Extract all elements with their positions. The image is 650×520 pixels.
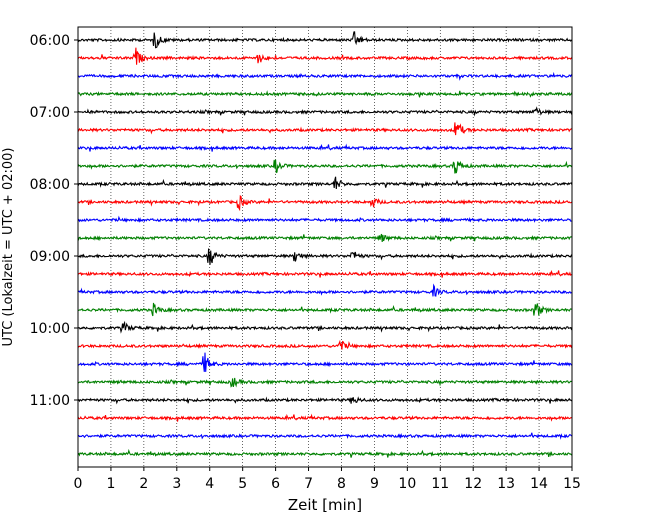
- x-tick-label: 3: [172, 476, 181, 492]
- x-tick-label: 11: [431, 476, 449, 492]
- x-tick-label: 13: [497, 476, 515, 492]
- seismic-trace: [77, 106, 573, 117]
- y-tick-label: 07:00: [30, 105, 70, 121]
- y-tick-label: 06:00: [30, 33, 70, 49]
- seismic-trace: [77, 143, 573, 152]
- trace-group: [77, 31, 573, 458]
- seismic-trace: [77, 194, 573, 212]
- seismic-trace: [77, 159, 573, 174]
- vertical-grid-lines: [110, 27, 540, 467]
- x-tick-label: 6: [271, 476, 280, 492]
- x-tick-label: 0: [74, 476, 83, 492]
- seismic-trace: [77, 339, 573, 350]
- seismic-trace: [77, 122, 573, 136]
- y-tick-label: 08:00: [30, 177, 70, 193]
- seismic-trace: [77, 215, 572, 224]
- seismic-trace: [77, 320, 573, 334]
- x-tick-label: 5: [238, 476, 247, 492]
- seismic-trace: [77, 90, 573, 98]
- x-tick-label: 8: [337, 476, 346, 492]
- seismic-trace: [77, 352, 573, 372]
- seismic-trace: [77, 269, 573, 278]
- x-tick-label: 14: [530, 476, 548, 492]
- seismic-trace: [77, 71, 573, 81]
- y-axis-label: UTC (Lokalzeit = UTC + 02:00): [1, 148, 16, 347]
- x-tick-label: 10: [398, 476, 416, 492]
- plot-area-frame: [77, 26, 573, 468]
- x-tick-label: 15: [563, 476, 581, 492]
- seismic-trace: [77, 302, 573, 317]
- x-axis-ticks: 0 1 2 3 4 5 6 7 8 9 10 11 12 13 14 15: [74, 467, 581, 492]
- seismic-trace: [77, 233, 573, 243]
- seismic-trace: [77, 47, 573, 65]
- y-tick-label: 10:00: [30, 321, 70, 337]
- x-tick-label: 12: [464, 476, 482, 492]
- x-tick-label: 2: [139, 476, 148, 492]
- x-tick-label: 1: [106, 476, 115, 492]
- seismic-trace: [77, 283, 573, 297]
- seismic-trace: [77, 448, 573, 458]
- x-tick-label: 4: [205, 476, 214, 492]
- y-tick-label: 11:00: [30, 393, 70, 409]
- y-tick-label: 09:00: [30, 249, 70, 265]
- x-axis-label: Zeit [min]: [288, 496, 362, 514]
- seismic-trace: [77, 377, 573, 388]
- seismic-trace: [77, 176, 573, 190]
- x-tick-label: 9: [370, 476, 379, 492]
- seismic-trace: [77, 432, 573, 440]
- x-tick-label: 7: [304, 476, 313, 492]
- y-axis-ticks: 06:00 07:00 08:00 09:00 10:00 11:00: [30, 33, 78, 409]
- seismic-trace: [77, 31, 573, 49]
- seismic-trace: [77, 413, 573, 422]
- seismic-trace: [77, 248, 573, 265]
- seismic-trace: [77, 396, 573, 405]
